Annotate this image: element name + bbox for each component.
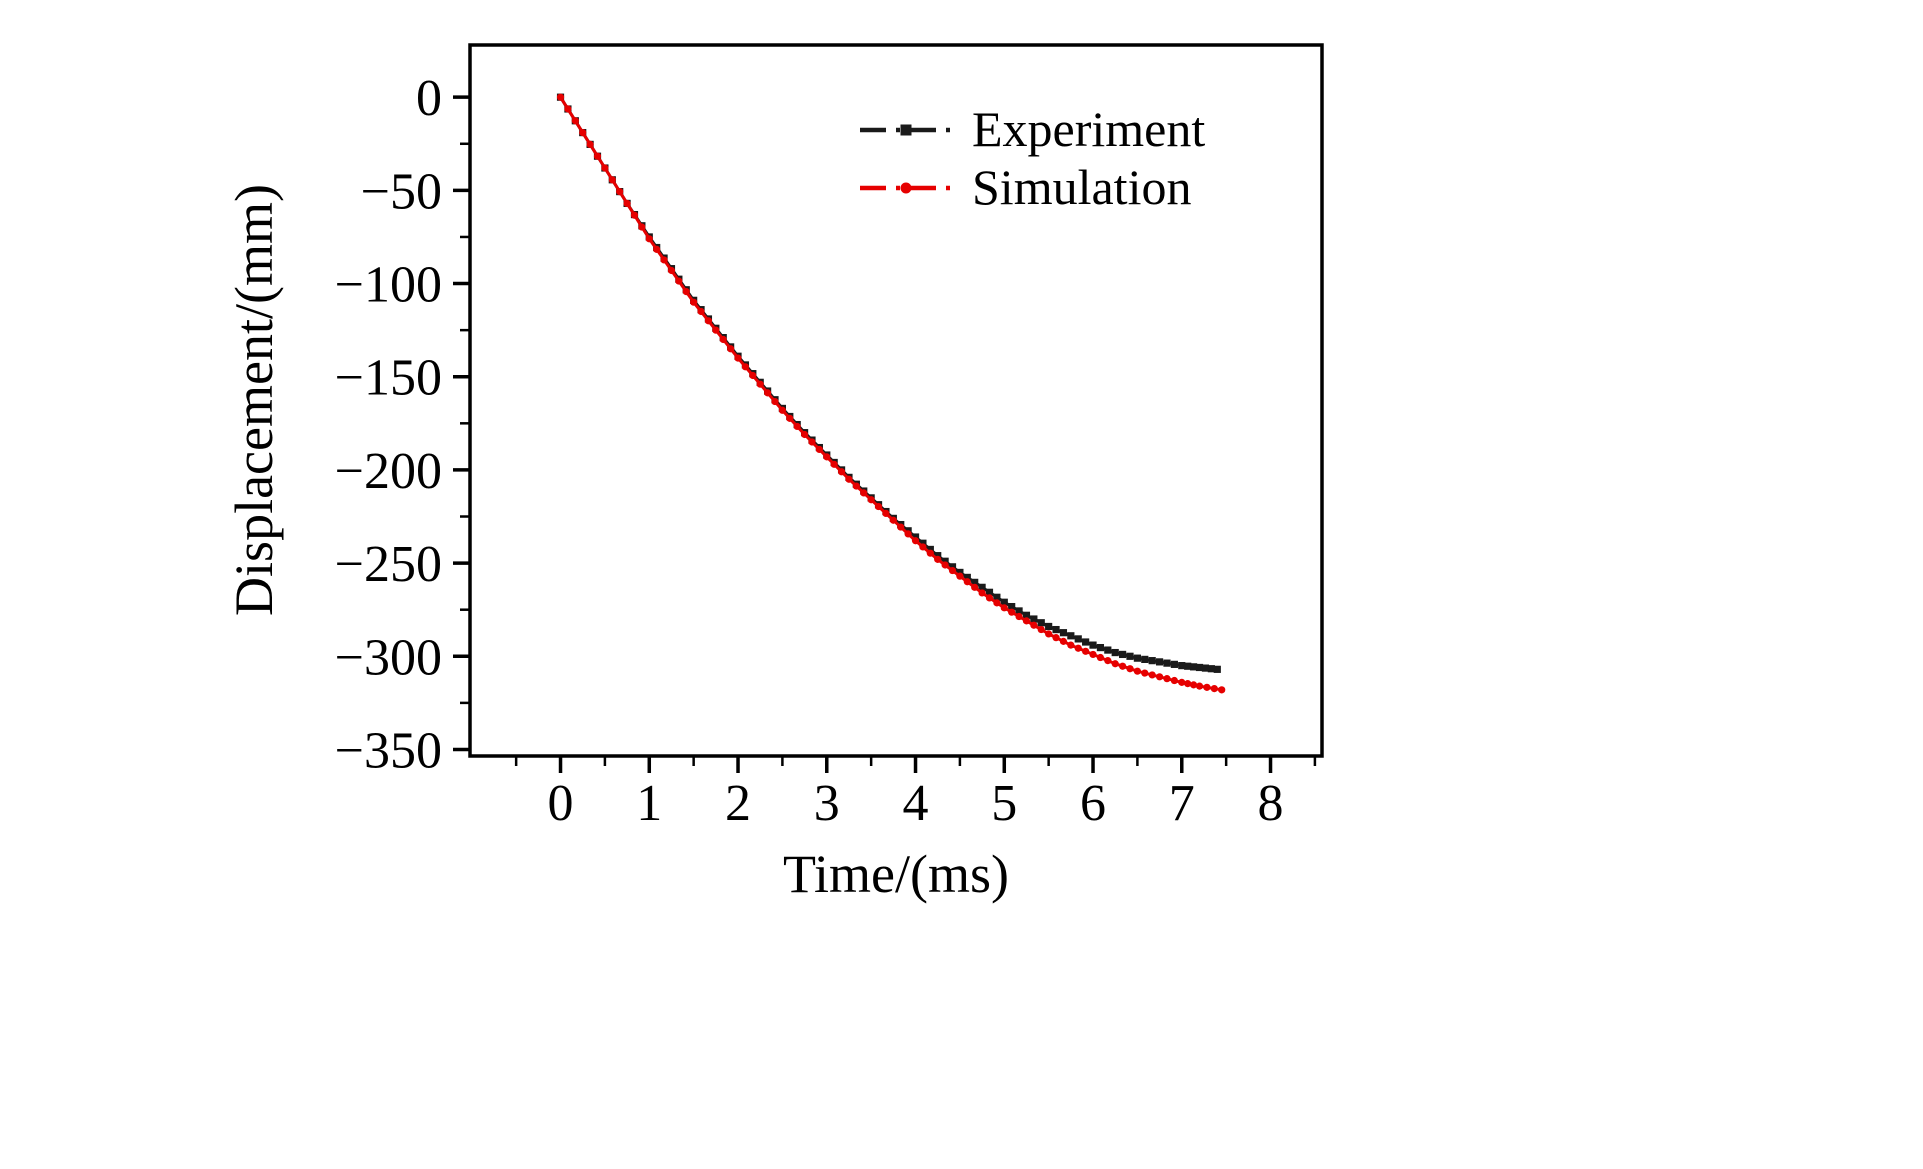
y-axis-label: Displacement/(mm) xyxy=(224,184,284,616)
legend-label-experiment: Experiment xyxy=(972,101,1205,157)
x-tick-label: 7 xyxy=(1169,775,1195,832)
legend-marker-experiment xyxy=(900,124,912,136)
legend-marker-simulation xyxy=(900,182,912,194)
y-tick-label: −150 xyxy=(335,350,442,407)
legend-label-simulation: Simulation xyxy=(972,159,1191,215)
y-tick-label: −50 xyxy=(361,163,442,220)
y-tick-label: −100 xyxy=(335,257,442,314)
y-tick-label: −300 xyxy=(335,629,442,686)
x-tick-label: 4 xyxy=(903,775,929,832)
x-tick-label: 8 xyxy=(1258,775,1284,832)
x-tick-label: 0 xyxy=(548,775,574,832)
x-axis-label: Time/(ms) xyxy=(783,844,1009,904)
x-tick-label: 5 xyxy=(991,775,1017,832)
plot-border xyxy=(468,43,1324,758)
y-tick-label: −200 xyxy=(335,443,442,500)
x-tick-label: 6 xyxy=(1080,775,1106,832)
x-tick-label: 1 xyxy=(636,775,662,832)
y-tick-label: 0 xyxy=(416,70,442,127)
x-tick-label: 2 xyxy=(725,775,751,832)
y-tick-label: −250 xyxy=(335,536,442,593)
y-tick-label: −350 xyxy=(335,722,442,779)
series-markers-simulation xyxy=(556,93,1226,694)
x-tick-label: 3 xyxy=(814,775,840,832)
chart-plot-area: 0 1 2 3 4 5 6 7 8 0 −50 −100 −150 −200 −250 −300 −350 xyxy=(335,43,1324,832)
